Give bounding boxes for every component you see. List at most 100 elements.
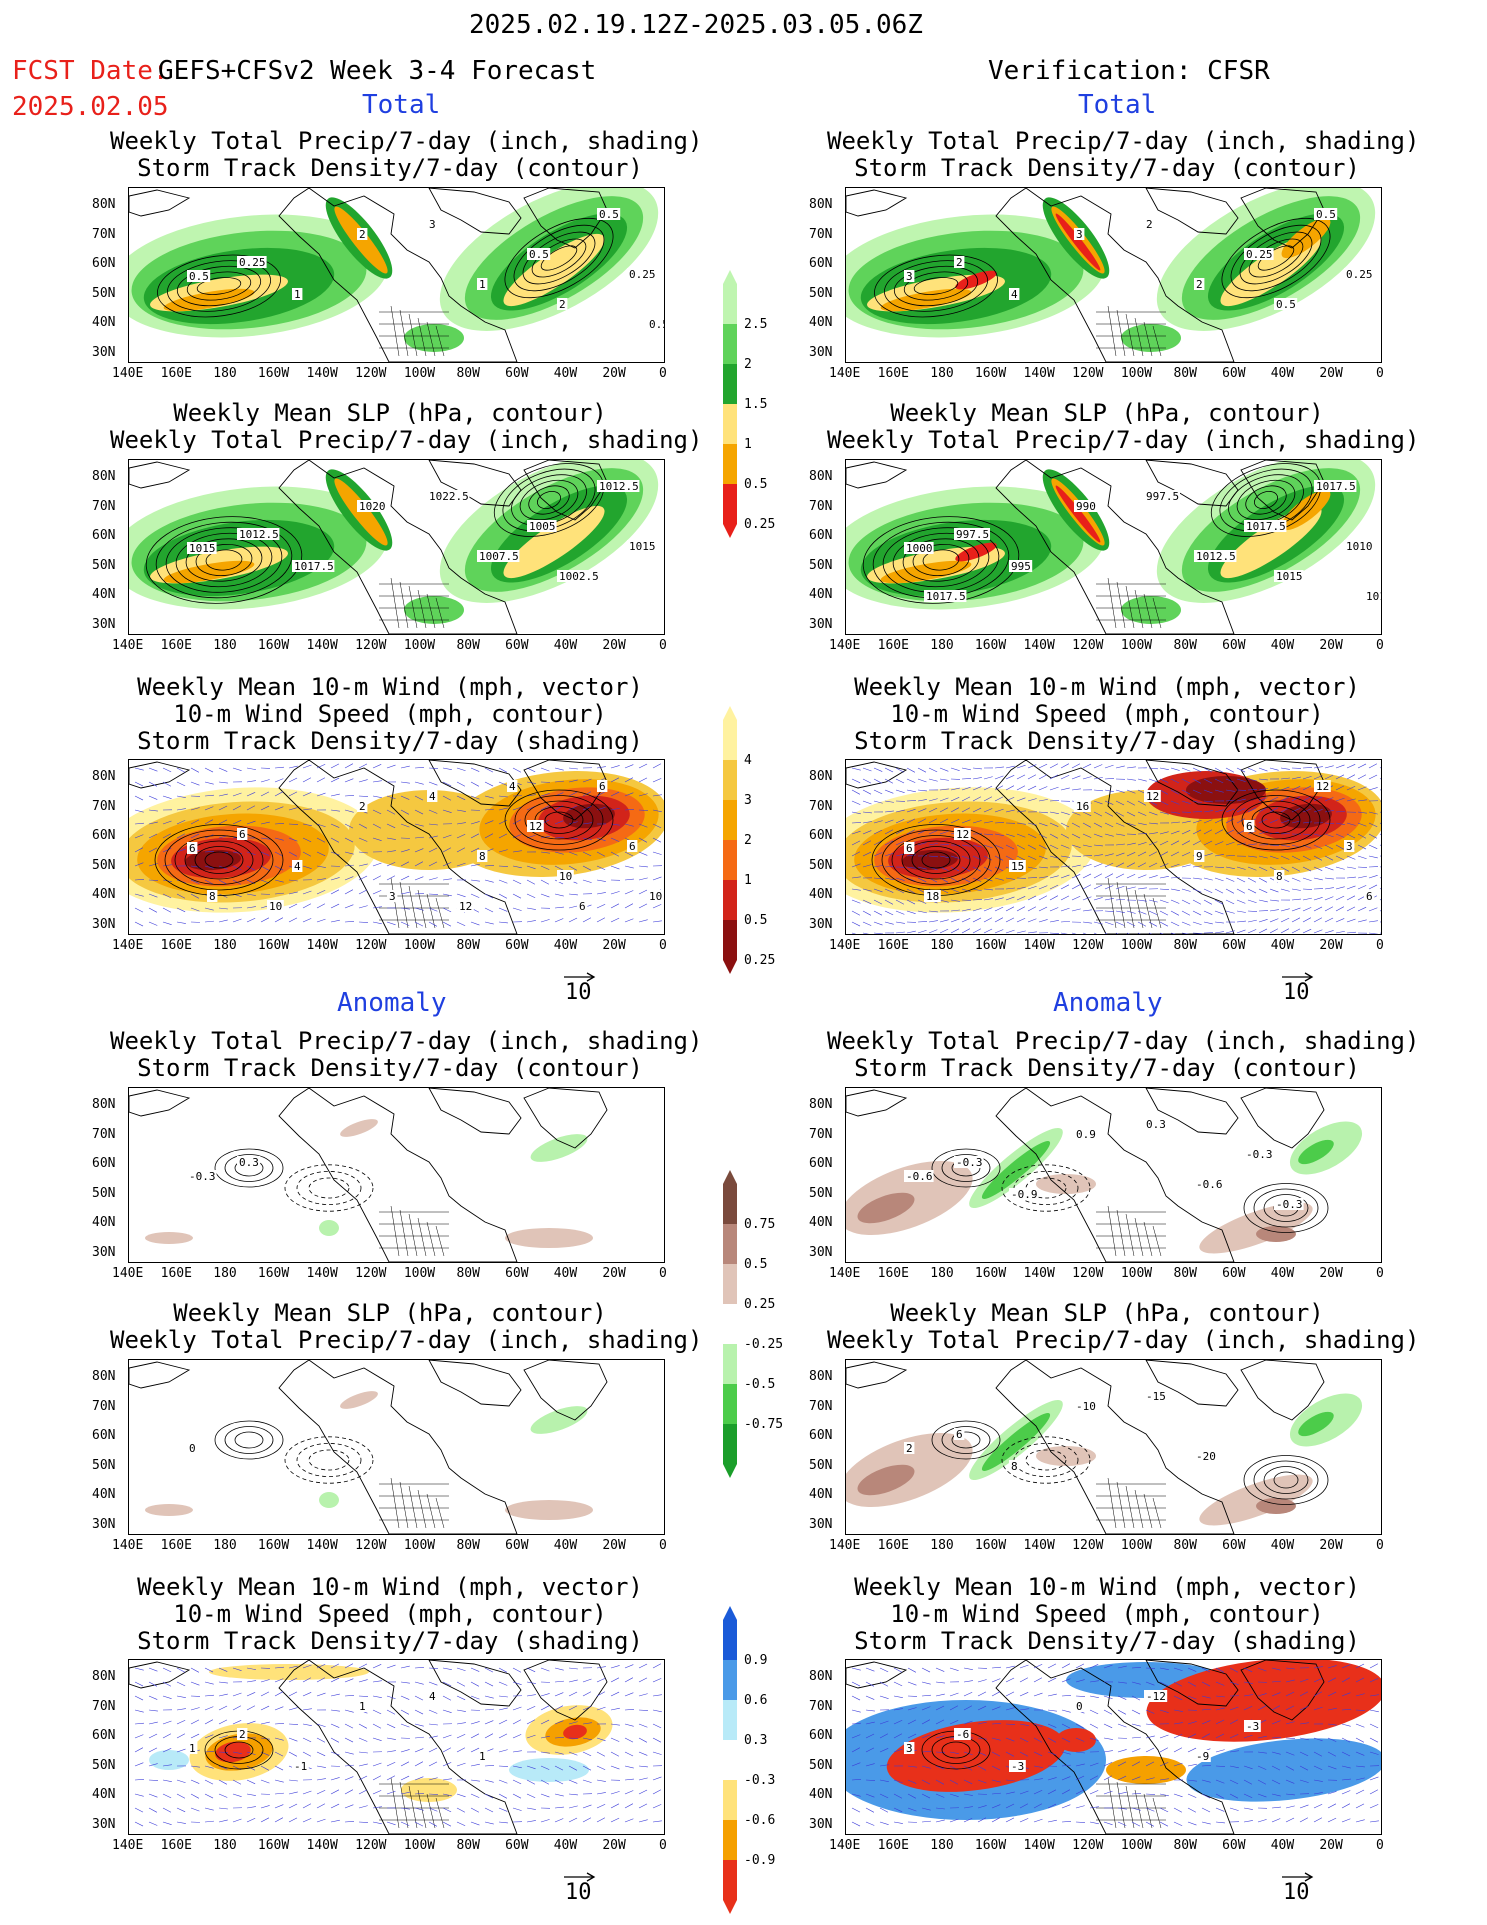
wind-vector [134,1747,144,1753]
wind-vector [1192,829,1202,835]
wind-vector [162,1695,172,1700]
wind-vector [260,865,270,871]
wind-vector [1016,855,1026,861]
lon-tick-label: 40W [553,1838,578,1853]
wind-vector [344,876,354,881]
svg-text:-0.9: -0.9 [1011,1188,1038,1201]
wind-vector [484,1821,494,1825]
wind-vector [1201,1695,1211,1699]
lon-tick-label: 160E [877,1266,909,1281]
lon-tick-label: 180 [213,638,237,653]
wind-vector [288,1691,298,1697]
map-panel-p10: 2 6 8 -10 -15 -20 [845,1359,1382,1535]
wind-vector [1229,1667,1239,1673]
wind-vector [596,1803,606,1809]
contour-label: -0.9 [1009,1188,1039,1201]
wind-vector [372,1790,382,1795]
wind-vector [218,1751,229,1753]
wind-vector [624,1751,634,1757]
contour-label: 4 [1009,288,1020,301]
wind-vector [963,1793,973,1796]
wind-vector [386,1664,396,1669]
svg-text:4: 4 [429,790,436,803]
wind-vector [134,809,144,813]
contour-label: 4 [292,860,303,873]
wind-vector [596,791,606,797]
wind-vector [246,893,256,896]
wind-vector [246,906,256,909]
svg-text:-0.3: -0.3 [1276,1198,1303,1211]
wind-vector [1368,822,1378,828]
wind-vector [274,1722,284,1725]
wind-vector [917,866,927,870]
wind-vector [1082,844,1092,848]
svg-text:-3: -3 [1011,1760,1024,1773]
lat-tick-label: 80N [809,1669,833,1684]
wind-vector [428,1681,438,1686]
lon-tick-label: 40W [1270,938,1295,953]
section-total-right: Total [1078,90,1157,120]
wind-vector [1355,1789,1365,1795]
wind-vector [1131,1666,1141,1669]
wind-vector [873,800,883,804]
map-panel-p5: 6 6 4 2 4 8 12 10 6 6 10 8 10 3 12 4 6 [128,759,665,935]
section-anomaly-right: Anomaly [1053,988,1163,1018]
wind-vector [1192,932,1203,934]
wind-vector [414,921,424,927]
wind-vector [358,1775,368,1781]
state-border-line [408,885,418,929]
wind-vector [1071,763,1081,769]
wind-vector [928,778,938,782]
contour-label: 0 [187,1442,198,1455]
wind-vector [470,863,480,867]
state-border-line [399,581,409,629]
wind-vector [190,907,200,912]
coastline-outline [129,461,191,489]
svg-text:12: 12 [529,820,542,833]
wind-vector [1369,1820,1379,1823]
wind-vector [1131,1821,1141,1827]
wind-vector [358,779,368,783]
wind-vector [190,1765,200,1768]
wind-vector [330,1819,340,1823]
contour-line [1241,800,1311,840]
contour-line [941,1154,991,1182]
lat-tick-label: 30N [92,344,116,360]
panel-title-p5: Weekly Mean 10-m Wind (mph, vector) 10-m … [137,673,643,755]
wind-vector [554,1667,564,1671]
wind-vector [568,821,578,825]
contour-line [502,468,596,532]
wind-vector [928,843,938,846]
wind-vector [358,863,368,867]
wind-vector [134,1681,144,1687]
wind-vector [610,837,620,842]
wind-vector [862,821,872,824]
wind-vector [907,1707,917,1711]
wind-vector [1229,1719,1239,1725]
wind-vector [1302,775,1312,780]
wind-vector [994,833,1004,837]
wind-vector [1203,819,1213,824]
coastline-outline [428,1088,522,1135]
wind-vector [1247,866,1257,871]
wind-vector [316,1723,326,1728]
wind-vector [906,888,916,894]
wind-vector [582,1765,592,1771]
contour-line [892,532,990,588]
wind-vector [232,1692,242,1697]
svg-text:990: 990 [1076,500,1096,513]
wind-vector [1187,1733,1197,1739]
wind-vector [917,929,927,934]
wind-vector [879,1821,889,1825]
wind-vector [1027,866,1037,870]
wind-vector [1071,775,1081,780]
wind-vector [1181,789,1191,795]
wind-vector [862,851,872,857]
wind-vector [344,1776,354,1781]
wind-vector [1258,818,1268,824]
wind-vector [963,1680,973,1683]
state-border-line [390,1477,400,1529]
wind-vector [344,1709,354,1713]
svg-text:8: 8 [1011,1460,1018,1473]
wind-vector [288,807,298,811]
